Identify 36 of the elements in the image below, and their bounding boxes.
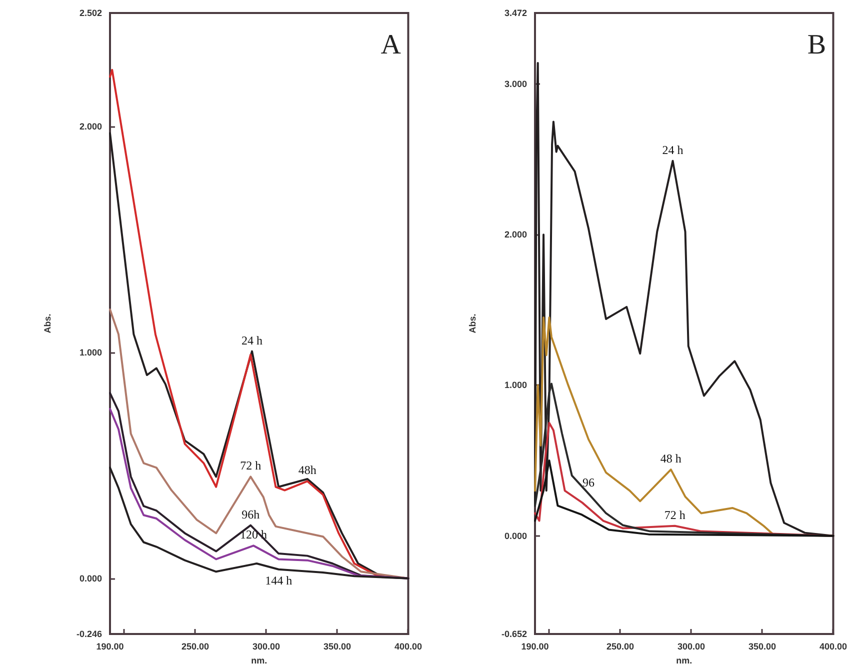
y-tick-label: 2.502 (79, 8, 102, 18)
x-tick-label: 400.00 (819, 642, 847, 652)
annotation: 96h (242, 507, 260, 522)
y-tick-label: 0.000 (79, 573, 102, 584)
x-tick-label: 300.00 (677, 642, 705, 652)
x-tick-label: 250.00 (181, 642, 209, 652)
y-tick-label: 2.000 (504, 230, 527, 240)
y-tick-label: 1.000 (79, 347, 102, 358)
y-axis-title: Abs. (42, 314, 52, 334)
annotation: 24 h (242, 333, 263, 348)
y-tick-label: 3.000 (504, 79, 527, 90)
annotation: 72 h (664, 508, 686, 522)
y-tick-label: 0.000 (504, 530, 527, 541)
annotation: B (807, 30, 826, 60)
y-tick-label: -0.652 (501, 629, 527, 639)
x-tick-label: 190.00 (96, 642, 124, 652)
annotation: 48 h (660, 452, 682, 466)
y-tick-label: 3.472 (504, 8, 527, 18)
annotation: A (380, 30, 402, 60)
annotation: 144 h (265, 573, 292, 588)
x-axis-title: nm. (251, 656, 268, 666)
x-tick-label: 250.00 (606, 642, 634, 652)
x-tick-label: 350.00 (323, 642, 351, 652)
y-axis-title: Abs. (468, 314, 478, 334)
x-tick-label: 400.00 (394, 642, 422, 652)
y-tick-label: 1.000 (504, 380, 527, 390)
x-tick-label: 190.00 (521, 642, 549, 652)
annotation: 24 h (662, 142, 684, 157)
x-tick-label: 350.00 (748, 642, 776, 652)
annotation: 72 h (240, 458, 262, 473)
annotation: 96 (582, 476, 595, 490)
x-axis-title: nm. (676, 656, 692, 666)
x-tick-label: 300.00 (252, 642, 280, 652)
y-tick-label: 2.000 (79, 121, 102, 132)
annotation: 48h (298, 463, 316, 478)
y-tick-label: -0.246 (76, 629, 102, 639)
